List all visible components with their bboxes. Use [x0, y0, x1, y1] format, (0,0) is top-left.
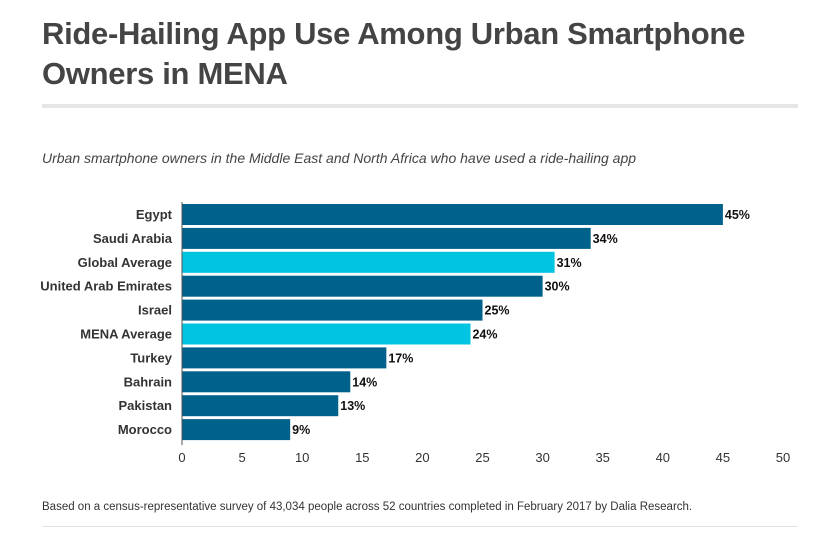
bar	[182, 299, 483, 321]
category-label: Bahrain	[124, 374, 172, 389]
category-label: Egypt	[136, 207, 173, 222]
bar	[182, 323, 471, 345]
bar	[182, 251, 555, 273]
x-tick-label: 5	[238, 450, 245, 465]
data-label: 14%	[352, 375, 377, 389]
data-label: 25%	[485, 304, 510, 318]
x-tick-label: 50	[776, 450, 790, 465]
category-label: Morocco	[118, 422, 172, 437]
chart-title: Ride-Hailing App Use Among Urban Smartph…	[42, 16, 746, 91]
x-tick-label: 25	[475, 450, 489, 465]
x-tick-label: 20	[415, 450, 429, 465]
data-label: 17%	[388, 351, 413, 365]
bar	[182, 275, 543, 297]
x-tick-label: 15	[355, 450, 369, 465]
data-label: 24%	[472, 328, 497, 342]
category-label: United Arab Emirates	[40, 279, 172, 294]
x-tick-label: 10	[295, 450, 309, 465]
bar	[182, 419, 291, 441]
footer-divider	[42, 526, 798, 527]
x-tick-label: 35	[595, 450, 609, 465]
bar	[182, 371, 351, 393]
data-label: 34%	[593, 232, 618, 246]
bar	[182, 347, 387, 369]
category-label: Saudi Arabia	[93, 231, 173, 246]
footnote: Based on a census-representative survey …	[42, 501, 693, 513]
category-label: MENA Average	[80, 327, 172, 342]
category-label: Turkey	[130, 350, 172, 365]
data-label: 30%	[545, 280, 570, 294]
x-tick-label: 40	[656, 450, 670, 465]
bar	[182, 395, 339, 417]
data-label: 13%	[340, 399, 365, 413]
data-label: 31%	[557, 256, 582, 270]
title-divider	[42, 104, 798, 108]
chart-subtitle: Urban smartphone owners in the Middle Ea…	[42, 150, 637, 166]
bar	[182, 227, 591, 249]
data-label: 9%	[292, 423, 310, 437]
x-tick-label: 0	[178, 450, 185, 465]
x-tick-label: 30	[535, 450, 549, 465]
x-tick-label: 45	[716, 450, 730, 465]
bar	[182, 204, 723, 225]
category-label: Global Average	[78, 255, 172, 270]
data-label: 45%	[725, 208, 750, 222]
category-label: Israel	[138, 303, 172, 318]
category-label: Pakistan	[119, 398, 173, 413]
